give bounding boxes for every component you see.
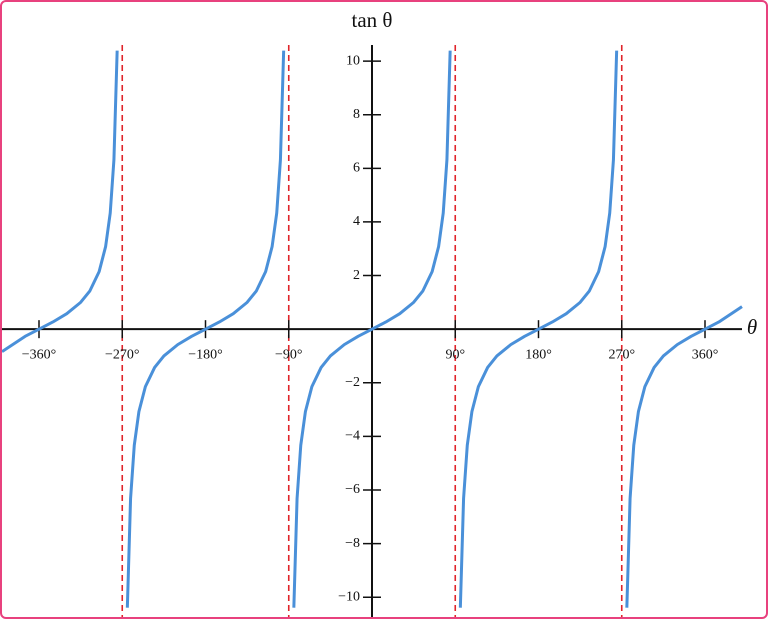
y-tick-label: 2 (353, 268, 360, 283)
y-tick-label: 8 (353, 107, 360, 122)
y-tick-label: 4 (353, 214, 360, 229)
x-tick-label: −270° (105, 347, 140, 362)
y-tick-label: −8 (345, 536, 360, 551)
x-tick-label: −360° (22, 347, 57, 362)
x-tick-label: 360° (692, 347, 719, 362)
y-tick-label: −4 (345, 429, 360, 444)
y-tick-label: −10 (338, 589, 360, 604)
y-tick-label: 6 (353, 161, 360, 176)
tan-curve (2, 50, 743, 608)
x-axis-label: θ (747, 315, 757, 339)
x-tick-label: 90° (445, 347, 465, 362)
x-tick-label: −90° (275, 347, 303, 362)
y-tick-label: 10 (346, 53, 360, 68)
y-tick-label: −6 (345, 482, 360, 497)
y-axis-label: tan θ (352, 8, 393, 32)
x-tick-label: −180° (188, 347, 223, 362)
y-tick-label: −2 (345, 375, 360, 390)
x-tick-label: 270° (608, 347, 635, 362)
x-tick-label: 180° (525, 347, 552, 362)
